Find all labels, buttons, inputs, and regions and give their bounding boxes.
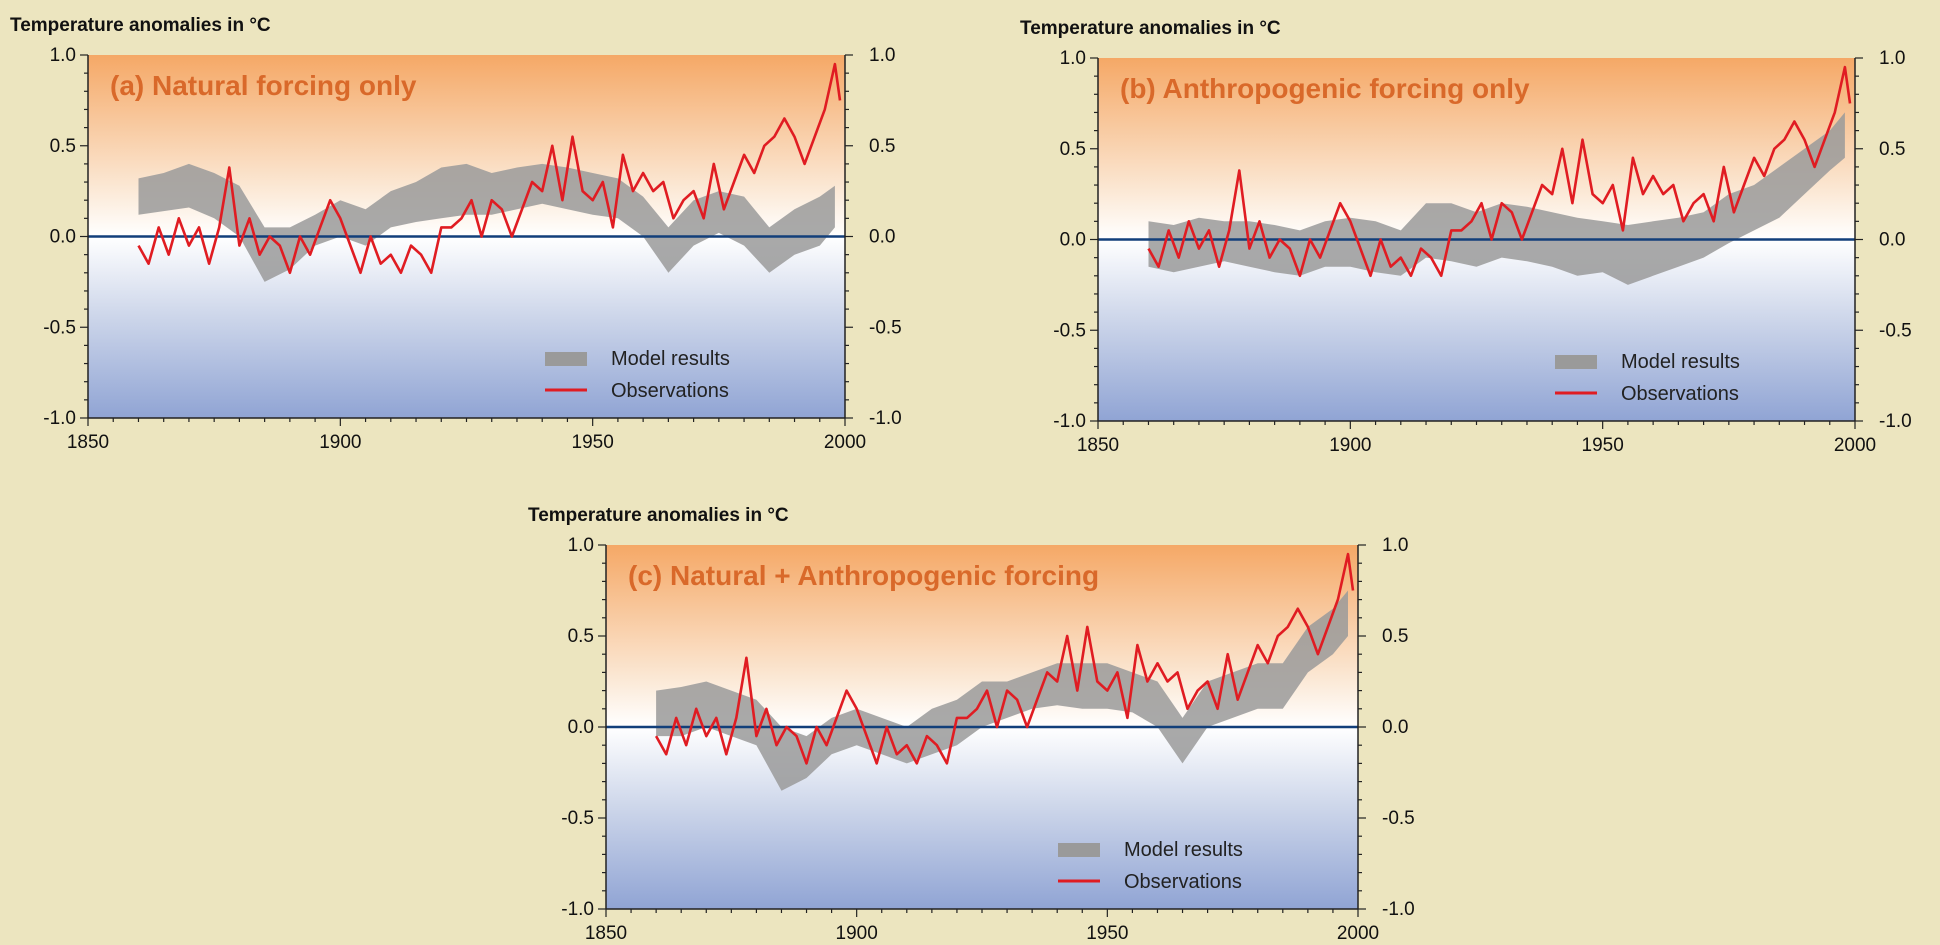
- y-tick-label-left: -0.5: [561, 808, 594, 829]
- x-tick-label: 1900: [836, 923, 878, 944]
- y-tick-label-left: -1.0: [1053, 411, 1086, 432]
- x-tick-label: 2000: [824, 432, 866, 453]
- legend-swatch-model: [1555, 355, 1597, 369]
- y-tick-label-right: 0.0: [1879, 230, 1905, 251]
- y-tick-label-left: -1.0: [561, 899, 594, 920]
- y-tick-label-right: -1.0: [1382, 899, 1415, 920]
- x-tick-label: 1950: [1086, 923, 1128, 944]
- model-results-band: [138, 163, 835, 282]
- chart-panel-b: 1.0 1.0 0.5 0.5 0.0 0.0 -0.5 -0.5 -1.0 -1.0 1850 19…: [1020, 18, 1912, 456]
- y-tick-label-right: 1.0: [869, 45, 895, 66]
- y-tick-label-left: 0.0: [50, 227, 76, 248]
- x-tick-label: 1900: [1329, 435, 1371, 456]
- x-tick-label: 1850: [585, 923, 627, 944]
- panel-title: (c) Natural + Anthropogenic forcing: [628, 560, 1099, 591]
- legend-label-model: Model results: [1621, 351, 1740, 373]
- x-tick-label: 1950: [572, 432, 614, 453]
- y-tick-label-left: 0.5: [50, 136, 76, 157]
- y-tick-label-right: 0.5: [1879, 139, 1905, 160]
- y-tick-label-right: 0.0: [869, 227, 895, 248]
- panel-title: (b) Anthropogenic forcing only: [1120, 73, 1530, 104]
- y-tick-label-left: -1.0: [43, 408, 76, 429]
- y-tick-label-right: -1.0: [869, 408, 902, 429]
- legend-label-observations: Observations: [1124, 871, 1242, 893]
- legend-swatch-model: [1058, 843, 1100, 857]
- model-results-band: [1148, 112, 1845, 285]
- y-tick-label-right: -0.5: [1382, 808, 1415, 829]
- y-axis-title: Temperature anomalies in °C: [528, 505, 789, 526]
- y-tick-label-left: 0.0: [1060, 230, 1086, 251]
- y-tick-label-right: -1.0: [1879, 411, 1912, 432]
- y-tick-label-left: -0.5: [43, 317, 76, 338]
- y-tick-label-right: 0.5: [869, 136, 895, 157]
- x-tick-label: 1850: [67, 432, 109, 453]
- legend-swatch-model: [545, 352, 587, 366]
- y-axis-title: Temperature anomalies in °C: [10, 15, 271, 36]
- y-tick-label-left: 1.0: [1060, 48, 1086, 69]
- y-tick-label-left: -0.5: [1053, 320, 1086, 341]
- legend-label-observations: Observations: [1621, 383, 1739, 405]
- x-tick-label: 1850: [1077, 435, 1119, 456]
- x-tick-label: 1900: [319, 432, 361, 453]
- x-tick-label: 1950: [1582, 435, 1624, 456]
- y-tick-label-right: 1.0: [1879, 48, 1905, 69]
- chart-panel-a: 1.0 1.0 0.5 0.5 0.0 0.0 -0.5 -0.5 -1.0 -1.0 1850 19…: [10, 15, 902, 453]
- legend-label-model: Model results: [1124, 839, 1243, 861]
- y-tick-label-left: 1.0: [50, 45, 76, 66]
- y-tick-label-right: -0.5: [1879, 320, 1912, 341]
- y-tick-label-left: 0.5: [568, 626, 594, 647]
- observations-line: [1147, 65, 1852, 278]
- chart-panel-c: 1.0 1.0 0.5 0.5 0.0 0.0 -0.5 -0.5 -1.0 -1.0 1850 19…: [528, 505, 1415, 944]
- y-axis-title: Temperature anomalies in °C: [1020, 18, 1281, 39]
- y-tick-label-right: -0.5: [869, 317, 902, 338]
- y-tick-label-right: 1.0: [1382, 535, 1408, 556]
- y-tick-label-left: 0.5: [1060, 139, 1086, 160]
- y-tick-label-left: 1.0: [568, 535, 594, 556]
- panel-title: (a) Natural forcing only: [110, 70, 417, 101]
- y-tick-label-left: 0.0: [568, 717, 594, 738]
- x-tick-label: 2000: [1834, 435, 1876, 456]
- y-tick-label-right: 0.0: [1382, 717, 1408, 738]
- x-tick-label: 2000: [1337, 923, 1379, 944]
- legend-label-observations: Observations: [611, 380, 729, 402]
- observations-line: [654, 552, 1355, 765]
- observations-line: [137, 62, 842, 275]
- legend-label-model: Model results: [611, 348, 730, 370]
- y-tick-label-right: 0.5: [1382, 626, 1408, 647]
